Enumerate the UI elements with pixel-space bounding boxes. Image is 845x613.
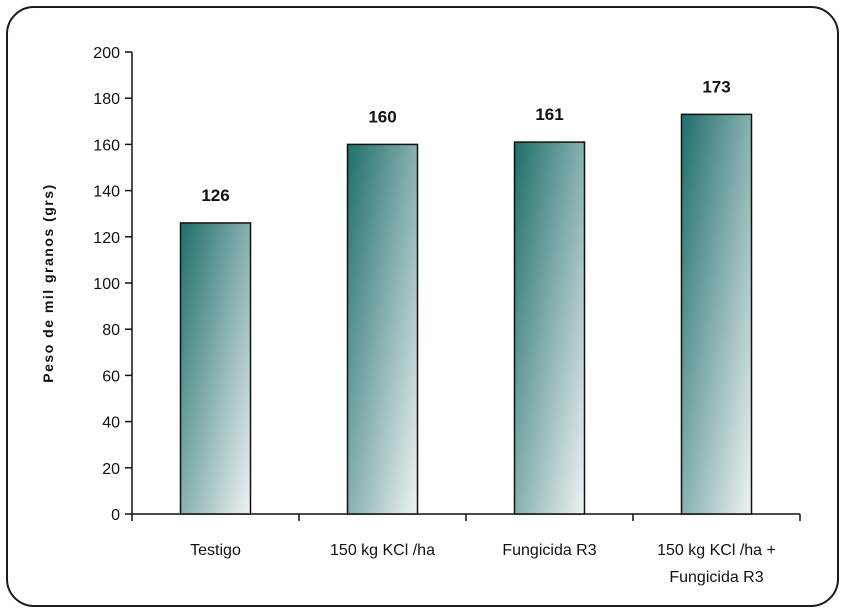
data-label: 161 [535, 105, 563, 124]
bar [513, 141, 586, 515]
chart-frame [6, 6, 839, 607]
y-tick-label: 80 [102, 322, 120, 339]
x-tick-label: Fungicida R3 [502, 542, 596, 559]
data-label: 160 [368, 107, 396, 126]
bar [346, 143, 419, 515]
x-tick-label: 150 kg KCl /ha + [657, 542, 776, 559]
data-label: 173 [702, 77, 730, 96]
x-tick-label: Testigo [190, 542, 241, 559]
data-label: 126 [201, 186, 229, 205]
y-tick-label: 20 [102, 461, 120, 478]
y-tick-label: 40 [102, 415, 120, 432]
x-tick-label: 150 kg KCl /ha [330, 542, 435, 559]
y-axis-title: Peso de mil granos (grs) [40, 183, 56, 382]
y-tick-label: 60 [102, 368, 120, 385]
y-tick-label: 200 [93, 45, 120, 62]
bar [680, 113, 753, 515]
y-tick-label: 120 [93, 230, 120, 247]
y-tick-label: 0 [111, 507, 120, 524]
y-tick-label: 100 [93, 276, 120, 293]
y-tick-label: 140 [93, 184, 120, 201]
bar [179, 222, 252, 515]
x-tick-label: Fungicida R3 [669, 569, 763, 586]
y-tick-label: 160 [93, 137, 120, 154]
y-tick-label: 180 [93, 91, 120, 108]
